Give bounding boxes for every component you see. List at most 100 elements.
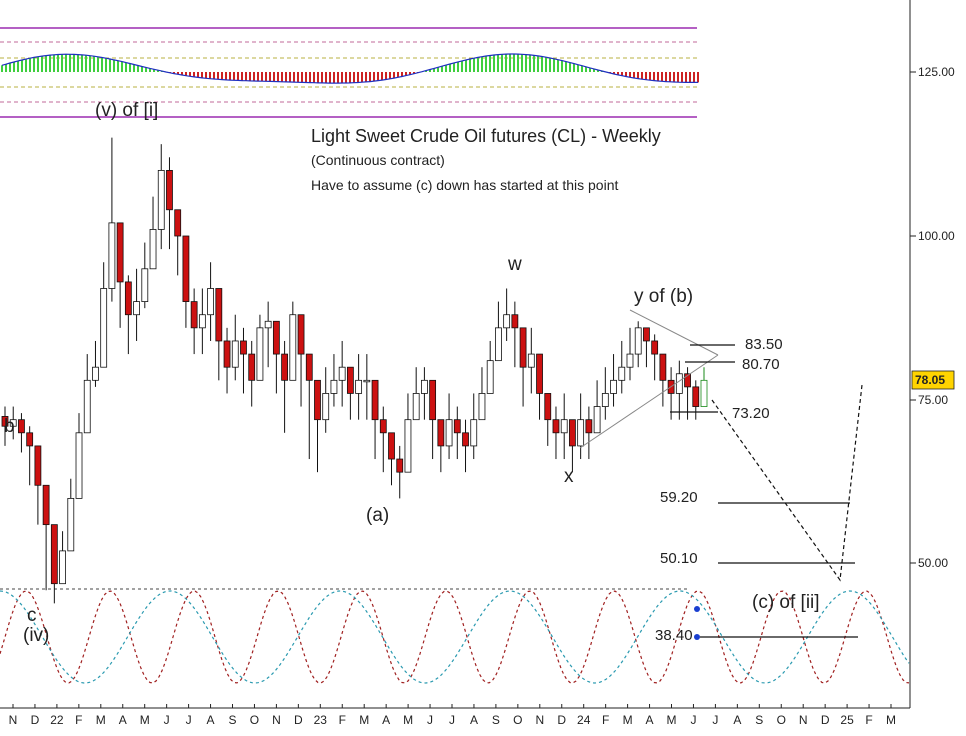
candle-body bbox=[289, 314, 297, 381]
oscillator-bar bbox=[261, 72, 263, 82]
x-tick-label: 22 bbox=[50, 713, 64, 727]
oscillator-bar bbox=[561, 60, 563, 72]
oscillator-bar bbox=[305, 72, 307, 83]
oscillator-bar bbox=[521, 54, 523, 72]
oscillator-bar bbox=[517, 54, 519, 72]
x-tick-label: A bbox=[733, 713, 741, 727]
candle-body bbox=[223, 340, 231, 368]
oscillator-bar bbox=[649, 72, 651, 81]
oscillator-bar bbox=[149, 68, 151, 72]
cycle-marker-upper bbox=[694, 606, 700, 612]
x-tick-label: S bbox=[228, 713, 236, 727]
oscillator-bar bbox=[433, 68, 435, 72]
candle-body bbox=[675, 373, 683, 394]
oscillator-bar bbox=[697, 72, 699, 83]
oscillator-bar bbox=[245, 72, 247, 81]
oscillator-bar bbox=[593, 68, 595, 72]
oscillator-bar bbox=[485, 56, 487, 72]
candle-body bbox=[240, 340, 247, 355]
oscillator-bar bbox=[177, 72, 179, 75]
oscillator-bar bbox=[225, 72, 227, 80]
candle-body bbox=[207, 288, 214, 316]
x-axis: N D 22 F M A M J J A S O N D 23 F M A M J J A S O N D 24 F M A M J J A S O N… bbox=[0, 704, 910, 727]
oscillator-bar bbox=[413, 72, 415, 74]
oscillator-bar bbox=[465, 59, 467, 72]
last-price-badge bbox=[911, 370, 955, 390]
candle-body bbox=[585, 419, 593, 434]
oscillator-bar bbox=[457, 61, 459, 72]
oscillator-bar bbox=[657, 72, 659, 82]
candle-body bbox=[503, 314, 511, 329]
wave-label-c-of-ii: (c) of [ii] bbox=[752, 592, 820, 613]
oscillator-bar bbox=[617, 72, 619, 75]
candle-body bbox=[256, 327, 264, 381]
x-tick-label: O bbox=[777, 713, 786, 727]
projected-path bbox=[711, 384, 863, 582]
oscillator-bar bbox=[589, 67, 591, 72]
wave-label-iv: (iv) bbox=[23, 625, 49, 646]
x-tick-label: J bbox=[164, 713, 170, 727]
oscillator-bar bbox=[673, 72, 675, 83]
candle-body bbox=[519, 327, 527, 368]
candle-body bbox=[470, 419, 478, 447]
candle-body bbox=[659, 353, 667, 381]
candle-body bbox=[634, 327, 642, 355]
oscillator-bar bbox=[249, 72, 251, 81]
candle-body bbox=[215, 288, 223, 342]
oscillator-bar bbox=[29, 58, 31, 72]
oscillator-bar bbox=[13, 61, 15, 72]
candle-body bbox=[684, 373, 691, 388]
oscillator-bar bbox=[93, 56, 95, 72]
candle-body bbox=[651, 340, 659, 355]
oscillator-bar bbox=[345, 72, 347, 83]
oscillator-bar bbox=[317, 72, 319, 83]
x-tick-label: N bbox=[799, 713, 808, 727]
oscillator-bar bbox=[321, 72, 323, 83]
oscillator-bar bbox=[25, 59, 27, 72]
level-label-83-50: 83.50 bbox=[745, 336, 783, 353]
x-tick-label: 25 bbox=[840, 713, 854, 727]
candle-body bbox=[495, 327, 502, 362]
oscillator-bar bbox=[121, 61, 123, 72]
oscillator-bar bbox=[281, 72, 283, 82]
candle-body bbox=[700, 379, 708, 407]
x-tick-label: A bbox=[382, 713, 390, 727]
oscillator-bar bbox=[229, 72, 231, 81]
oscillator-bar bbox=[37, 56, 39, 72]
candle-body bbox=[248, 353, 256, 381]
candle-body bbox=[552, 419, 560, 434]
candle-body bbox=[75, 432, 83, 499]
oscillator-bar bbox=[125, 62, 127, 72]
triangle-pattern bbox=[579, 309, 719, 449]
oscillator-bar bbox=[289, 72, 291, 83]
oscillator-bar bbox=[81, 54, 83, 72]
candle-body bbox=[536, 353, 543, 394]
oscillator-bar bbox=[209, 72, 211, 79]
oscillator-bar bbox=[453, 62, 455, 72]
oscillator-bar bbox=[101, 57, 103, 72]
oscillator-bar bbox=[577, 64, 579, 72]
oscillator-bar bbox=[685, 72, 687, 83]
candle-body bbox=[544, 393, 552, 421]
candle-body bbox=[149, 229, 157, 270]
x-tick-label: F bbox=[75, 713, 82, 727]
x-tick-label: J bbox=[427, 713, 433, 727]
oscillator-bar bbox=[65, 54, 67, 72]
oscillator-bar bbox=[241, 72, 243, 81]
oscillator-bar bbox=[693, 72, 695, 83]
oscillator-bar bbox=[681, 72, 683, 83]
oscillator-bar bbox=[57, 54, 59, 72]
oscillator-bar bbox=[141, 66, 143, 72]
oscillator-bar bbox=[533, 55, 535, 72]
oscillator-bar bbox=[361, 72, 363, 83]
chart-subtitle: (Continuous contract) bbox=[311, 152, 445, 168]
candle-body bbox=[231, 340, 239, 368]
x-tick-label: F bbox=[339, 713, 346, 727]
oscillator-bar bbox=[377, 72, 379, 81]
oscillator-bar bbox=[437, 67, 439, 72]
oscillator-bar bbox=[297, 72, 299, 83]
candle-body bbox=[601, 393, 609, 407]
oscillator-bar bbox=[109, 59, 111, 72]
oscillator-bar bbox=[501, 54, 503, 72]
